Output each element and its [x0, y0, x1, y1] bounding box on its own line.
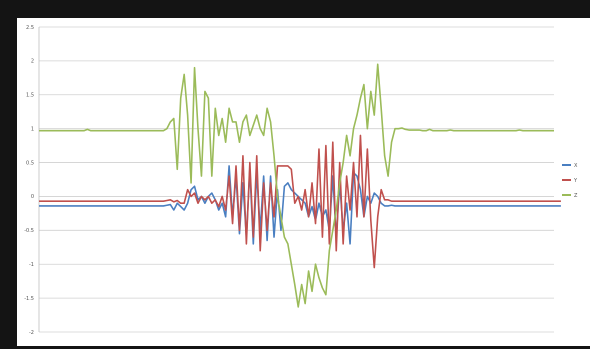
- chart-frame: 2.5 2 1.5 1 0.5 0 -0.5 -1 -1.5 -2 X Y Z: [17, 18, 590, 346]
- legend-label: Y: [573, 178, 578, 184]
- legend-label: X: [574, 163, 578, 169]
- legend: X Y Z: [562, 163, 578, 199]
- y-tick-label: 0: [31, 194, 34, 200]
- legend-label: Z: [574, 193, 578, 199]
- y-tick-label: 2: [31, 59, 34, 65]
- y-tick-label: -2: [29, 330, 34, 336]
- series-lines: [39, 63, 561, 308]
- legend-entry-x: X: [562, 163, 578, 169]
- y-tick-label: -0.5: [24, 228, 34, 234]
- series-line-y: [39, 134, 561, 269]
- gridlines: [38, 26, 554, 333]
- legend-entry-z: Z: [562, 193, 578, 199]
- y-tick-label: 1: [31, 126, 34, 132]
- line-chart: 2.5 2 1.5 1 0.5 0 -0.5 -1 -1.5 -2 X Y Z: [24, 25, 578, 336]
- legend-entry-y: Y: [562, 178, 578, 184]
- y-tick-label: 2.5: [26, 25, 34, 31]
- y-tick-label: 1.5: [26, 93, 34, 99]
- y-tick-label: -1.5: [24, 296, 34, 302]
- series-line-x: [39, 165, 561, 245]
- y-tick-label: 0.5: [26, 160, 34, 166]
- y-tick-label: -1: [29, 262, 34, 268]
- series-line-z: [39, 63, 554, 308]
- y-axis-ticks: 2.5 2 1.5 1 0.5 0 -0.5 -1 -1.5 -2: [24, 25, 34, 336]
